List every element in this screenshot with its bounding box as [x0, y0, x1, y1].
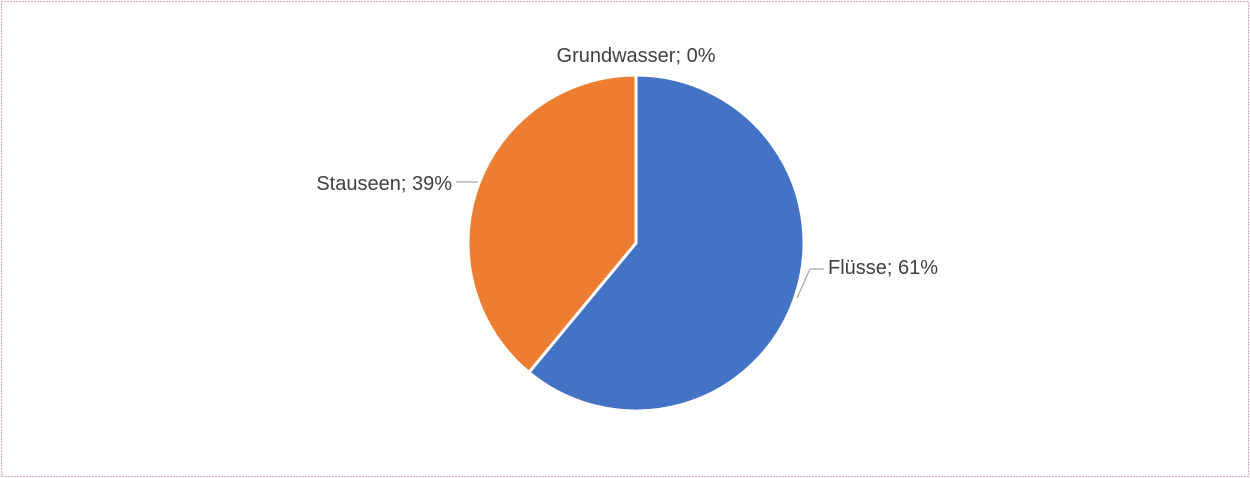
leader-line: [796, 268, 824, 299]
label-separator: ;: [401, 173, 412, 195]
label-separator: ;: [887, 257, 898, 279]
value-label: 39%: [412, 173, 452, 195]
category-name: Flüsse: [828, 257, 887, 279]
value-label: 0%: [687, 45, 716, 67]
value-label: 61%: [898, 257, 938, 279]
category-name: Stauseen: [316, 173, 401, 195]
data-label: Flüsse; 61%: [828, 257, 938, 279]
category-name: Grundwasser: [557, 45, 676, 67]
pie-slice: [527, 73, 806, 413]
data-label: Grundwasser; 0%: [557, 45, 716, 67]
pie-slice: [466, 73, 638, 374]
label-separator: ;: [675, 45, 686, 67]
data-label: Stauseen; 39%: [316, 173, 452, 195]
